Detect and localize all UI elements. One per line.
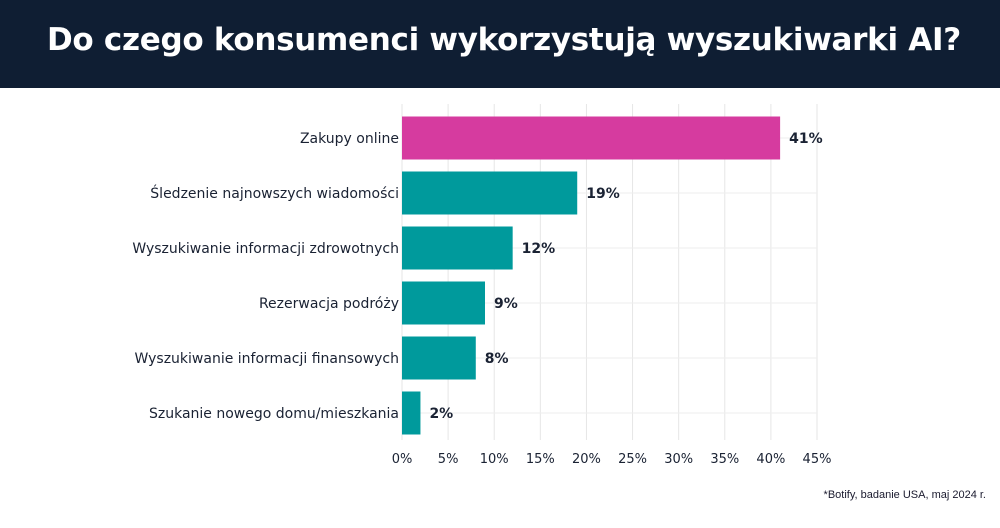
x-tick-label-6: 30% — [664, 452, 693, 467]
header-banner: Do czego konsumenci wykorzystują wyszuki… — [0, 0, 1000, 88]
bar-0 — [402, 116, 781, 160]
chart-title: Do czego konsumenci wykorzystują wyszuki… — [47, 22, 961, 58]
x-tick-label-3: 15% — [526, 452, 555, 467]
x-tick-label-8: 40% — [756, 452, 785, 467]
value-label-1: 19% — [586, 186, 620, 202]
x-tick-label-0: 0% — [392, 452, 413, 467]
bar-4 — [402, 336, 476, 380]
value-label-4: 8% — [485, 351, 509, 367]
category-label-2: Wyszukiwanie informacji zdrowotnych — [132, 241, 399, 257]
x-tick-label-5: 25% — [618, 452, 647, 467]
bar-1 — [402, 171, 578, 215]
category-label-3: Rezerwacja podróży — [259, 296, 399, 312]
bar-5 — [402, 391, 421, 435]
x-tick-label-1: 5% — [438, 452, 459, 467]
x-tick-label-4: 20% — [572, 452, 601, 467]
x-tick-label-9: 45% — [803, 452, 832, 467]
category-label-4: Wyszukiwanie informacji finansowych — [135, 351, 399, 367]
bar-2 — [402, 226, 513, 270]
category-label-5: Szukanie nowego domu/mieszkania — [149, 406, 399, 422]
value-label-2: 12% — [522, 241, 556, 257]
bar-3 — [402, 281, 485, 325]
x-tick-label-2: 10% — [480, 452, 509, 467]
x-tick-label-7: 35% — [710, 452, 739, 467]
value-label-3: 9% — [494, 296, 518, 312]
source-footnote: *Botify, badanie USA, maj 2024 r. — [823, 489, 986, 501]
value-label-5: 2% — [429, 406, 453, 422]
value-label-0: 41% — [789, 131, 823, 147]
category-label-1: Śledzenie najnowszych wiadomości — [150, 184, 399, 202]
category-label-0: Zakupy online — [300, 131, 399, 147]
